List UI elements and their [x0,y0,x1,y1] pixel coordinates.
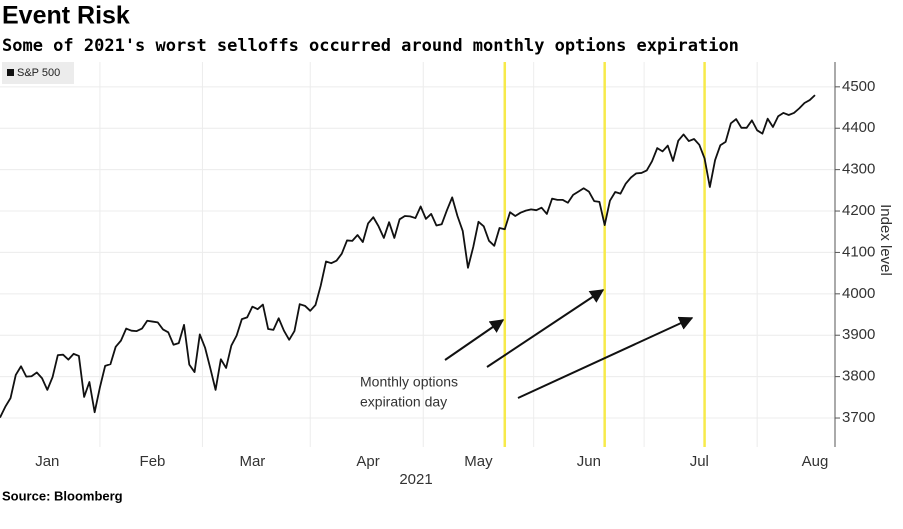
chart-title: Event Risk [2,2,130,30]
x-axis-label: 2021 [399,471,432,488]
series-line [0,94,816,419]
x-tick-label: Jun [577,453,601,470]
y-tick-label: 3800 [842,368,875,385]
x-tick-label: Jul [690,453,709,470]
y-tick-label: 3900 [842,326,875,343]
y-tick-label: 4500 [842,78,875,95]
source: Source: Bloomberg [2,488,123,503]
arrow [517,316,694,399]
y-tick-label: 3700 [842,409,875,426]
x-tick-label: Mar [239,453,265,470]
arrow [486,289,605,368]
legend-label: S&P 500 [17,67,60,79]
legend-swatch [7,69,14,76]
x-tick-label: Aug [802,453,829,470]
arrow [444,319,505,361]
y-axis-label: Index level [877,204,894,276]
x-tick-label: Apr [356,453,379,470]
chart-subtitle: Some of 2021's worst selloffs occurred a… [2,36,739,56]
annotation: expiration day [360,394,447,410]
y-tick-label: 4200 [842,202,875,219]
y-tick-label: 4100 [842,243,875,260]
legend-box [2,62,74,84]
x-tick-label: Feb [140,453,166,470]
y-tick-label: 4400 [842,119,875,136]
y-tick-label: 4300 [842,161,875,178]
annotation: Monthly options [360,374,458,390]
x-tick-label: Jan [35,453,59,470]
grid-layer: 3700 3800 3900 4000 4100 4200 4300 4400 4500 Jan F… [0,62,875,470]
plot-layer [0,62,816,447]
x-tick-label: May [464,453,493,470]
y-tick-label: 4000 [842,285,875,302]
